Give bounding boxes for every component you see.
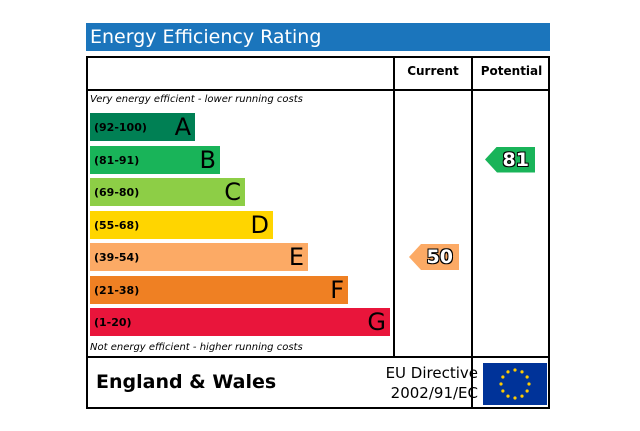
eu-flag-icon (483, 363, 547, 405)
column-header-potential: Potential (480, 64, 543, 78)
eu-star-icon (520, 394, 524, 398)
band-letter: G (367, 308, 386, 336)
band-range-label: (55-68) (94, 218, 140, 232)
rating-table (86, 56, 550, 409)
bottom-description: Not energy efficient - higher running co… (90, 342, 303, 353)
footer-divider (86, 356, 550, 358)
band-letter: C (224, 178, 241, 206)
rating-band-b: (81-91) B (90, 145, 220, 174)
eu-star-icon (513, 396, 517, 400)
rating-band-d: (55-68) D (90, 210, 273, 239)
eu-star-icon (513, 368, 517, 372)
column-divider-current (393, 56, 395, 357)
rating-band-f: (21-38) F (90, 275, 348, 304)
rating-band-a: (92-100) A (90, 113, 195, 141)
rating-band-g: (1-20) G (90, 308, 390, 336)
region-label: England & Wales (96, 371, 277, 393)
band-letter: D (250, 210, 269, 239)
eu-star-icon (525, 389, 529, 393)
title-bar: Energy Efficiency Rating (86, 23, 550, 51)
current-rating-arrow: 50 (409, 244, 459, 270)
eu-star-icon (525, 375, 529, 379)
band-letter: B (199, 145, 216, 174)
band-letter: F (330, 275, 344, 304)
eu-star-icon (506, 394, 510, 398)
current-rating-value: 50 (426, 246, 453, 268)
band-letter: A (174, 113, 191, 141)
eu-star-icon (506, 370, 510, 374)
band-range-label: (39-54) (94, 251, 140, 264)
band-range-label: (81-91) (94, 153, 140, 167)
potential-rating-arrow: 81 (485, 146, 535, 173)
eu-star-icon (520, 370, 524, 374)
directive-line-2: 2002/91/EC (390, 384, 478, 402)
eu-star-icon (501, 389, 505, 393)
band-range-label: (92-100) (94, 121, 147, 134)
potential-rating-value: 81 (502, 148, 529, 171)
rating-band-e: (39-54) E (90, 243, 308, 271)
column-header-current: Current (407, 64, 459, 78)
band-range-label: (21-38) (94, 283, 140, 297)
top-description: Very energy efficient - lower running co… (90, 94, 303, 105)
chart-title: Energy Efficiency Rating (90, 26, 322, 48)
eu-star-icon (499, 382, 503, 386)
header-divider (86, 89, 550, 91)
column-divider-potential (471, 56, 473, 409)
rating-band-c: (69-80) C (90, 178, 245, 206)
eu-star-icon (501, 375, 505, 379)
band-range-label: (69-80) (94, 186, 140, 199)
eu-star-icon (527, 382, 531, 386)
band-letter: E (288, 243, 304, 271)
band-range-label: (1-20) (94, 316, 132, 329)
directive-line-1: EU Directive (385, 364, 478, 382)
